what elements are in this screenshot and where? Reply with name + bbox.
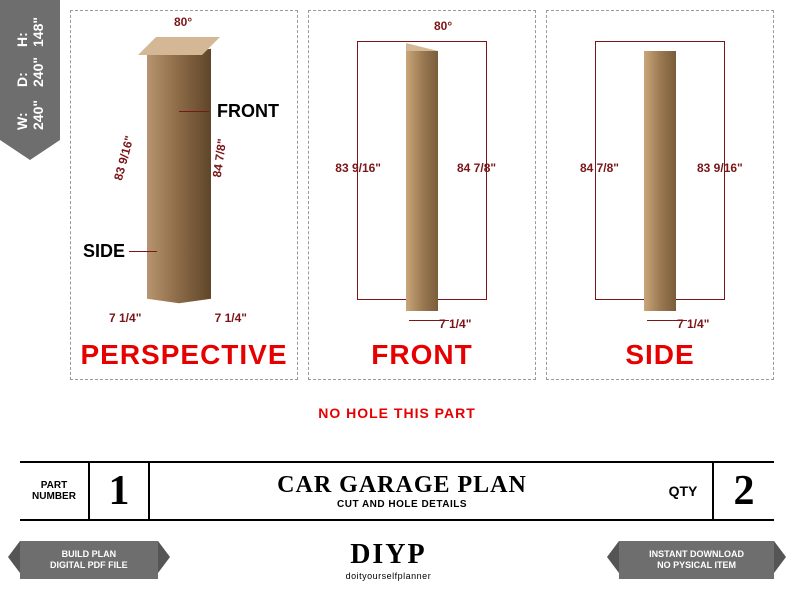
side-dim-right: 83 9/16" <box>697 161 761 175</box>
view-perspective: 80° FRONT SIDE 83 9/16" 84 7/8" 7 1/4" 7… <box>70 10 298 380</box>
view-side: 84 7/8" 83 9/16" 7 1/4" SIDE <box>546 10 774 380</box>
brand-name: DIYP <box>346 539 432 571</box>
footer-bar: PART NUMBER 1 CAR GARAGE PLAN CUT AND HO… <box>20 461 774 521</box>
front-dim-left: 83 9/16" <box>321 161 381 175</box>
footer-title-cell: CAR GARAGE PLAN CUT AND HOLE DETAILS <box>150 463 654 519</box>
plan-title: CAR GARAGE PLAN <box>150 472 654 499</box>
front-pointer-label: FRONT <box>217 101 279 122</box>
ribbons-row: BUILD PLAN DIGITAL PDF FILE DIYP doityou… <box>20 539 774 581</box>
view-title-perspective: PERSPECTIVE <box>80 339 287 371</box>
qty-cell: 2 <box>714 463 774 519</box>
view-front: 80° 83 9/16" 84 7/8" 7 1/4" FRONT <box>308 10 536 380</box>
persp-dim-left: 83 9/16" <box>111 134 136 182</box>
side-pointer-label: SIDE <box>83 241 125 262</box>
views-row: 80° FRONT SIDE 83 9/16" 84 7/8" 7 1/4" 7… <box>70 10 774 380</box>
part-number: 1 <box>109 467 130 515</box>
qty-label: QTY <box>669 483 698 499</box>
ribbon-left: BUILD PLAN DIGITAL PDF FILE <box>20 541 158 579</box>
persp-base-r: 7 1/4" <box>215 311 247 325</box>
front-dim-right: 84 7/8" <box>457 161 517 175</box>
view-title-side: SIDE <box>625 339 694 371</box>
dim-d: D: 240" <box>14 51 46 88</box>
dim-w: W: 240" <box>14 91 46 130</box>
front-angle: 80° <box>434 19 452 33</box>
part-label-2: NUMBER <box>32 491 76 502</box>
part-num-cell: 1 <box>90 463 150 519</box>
front-plank <box>406 51 438 311</box>
ribbon-right-l2: NO PYSICAL ITEM <box>649 560 744 571</box>
ribbon-right-l1: INSTANT DOWNLOAD <box>649 549 744 560</box>
plan-subtitle: CUT AND HOLE DETAILS <box>150 499 654 510</box>
no-hole-note: NO HOLE THIS PART <box>0 405 794 421</box>
front-base: 7 1/4" <box>439 317 471 331</box>
qty-value: 2 <box>734 467 755 515</box>
part-label-cell: PART NUMBER <box>20 463 90 519</box>
part-label-1: PART <box>41 480 67 491</box>
side-dim-left: 84 7/8" <box>559 161 619 175</box>
dim-h: H: 148" <box>14 10 46 47</box>
ribbon-left-l1: BUILD PLAN <box>50 549 128 560</box>
side-base: 7 1/4" <box>677 317 709 331</box>
view-title-front: FRONT <box>371 339 472 371</box>
brand-sub: doityourselfplanner <box>346 571 432 581</box>
ribbon-right: INSTANT DOWNLOAD NO PYSICAL ITEM <box>619 541 774 579</box>
angle-label: 80° <box>174 15 192 29</box>
brand-block: DIYP doityourselfplanner <box>346 539 432 581</box>
ribbon-left-l2: DIGITAL PDF FILE <box>50 560 128 571</box>
side-plank <box>644 51 676 311</box>
overall-dims-banner: W: 240" D: 240" H: 148" <box>0 0 60 140</box>
qty-label-cell: QTY <box>654 463 714 519</box>
persp-base-l: 7 1/4" <box>109 311 141 325</box>
